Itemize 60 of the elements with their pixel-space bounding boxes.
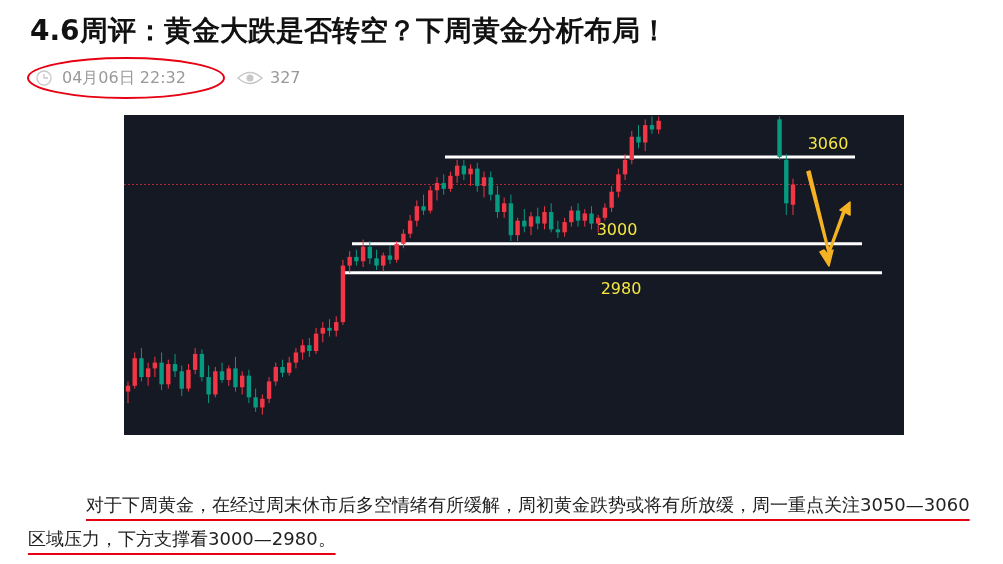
candlestick [629,130,634,165]
ref-line-label: 3060 [807,133,849,153]
ref-line-label: 2980 [600,278,642,298]
candlestick [522,208,527,233]
candlestick [166,359,171,390]
candlestick [441,173,446,196]
candlestick [266,376,272,404]
text: 对于下周黄金，在经过周末休市后多空情绪有所缓解，周初黄金跌势或将有所放缓，周一重点关注3050—3060区域压力，下方支撑看3000—2980。 [28,493,971,551]
candlestick [374,249,379,271]
candlestick [542,205,547,230]
candlestick [307,337,312,358]
text: 327 [270,68,301,87]
candlestick [233,356,238,393]
candlestick [414,199,420,227]
candlestick [139,347,144,382]
candlestick [219,362,225,384]
candlestick [609,185,614,213]
candlestick [145,362,151,387]
chart-title: 4.6周评：黄金大跌是否转空？下周黄金分析布局！ [30,13,668,49]
candlestick [394,240,399,264]
candlestick [428,185,433,214]
candlestick [407,214,413,239]
candlestick [387,244,393,265]
candlestick [226,365,231,387]
candlestick [300,338,305,361]
candlestick [192,347,198,375]
candlestick [616,168,621,199]
candlestick [495,185,500,219]
candlestick [125,380,131,404]
candlestick [535,207,540,230]
candlestick [213,366,218,398]
candlestick [643,118,648,152]
candlestick [488,170,493,201]
candlestick [636,124,641,149]
candlestick [589,205,594,230]
candlestick [381,252,386,272]
candlestick [555,220,561,239]
candlestick [790,178,796,216]
candlestick [260,393,265,416]
text: 04月06日 22:32 [62,68,186,89]
candlestick [199,349,205,382]
candlestick [293,347,299,369]
candlestick [347,250,352,274]
candlestick [334,315,339,338]
candlestick [468,163,473,187]
candlestick [421,194,426,216]
candlestick [481,170,487,199]
candlestick [179,365,184,397]
candlestick [448,170,453,193]
candlestick [569,205,574,227]
candlestick [401,228,406,249]
ref-line-label: 3000 [596,219,638,239]
candlestick [562,217,567,238]
candlestick [253,388,258,413]
candlestick [186,363,191,393]
candlestick [206,365,211,404]
candlestick [501,197,507,219]
candlestick [159,351,164,391]
candlestick [515,217,520,242]
candlestick [320,321,325,343]
